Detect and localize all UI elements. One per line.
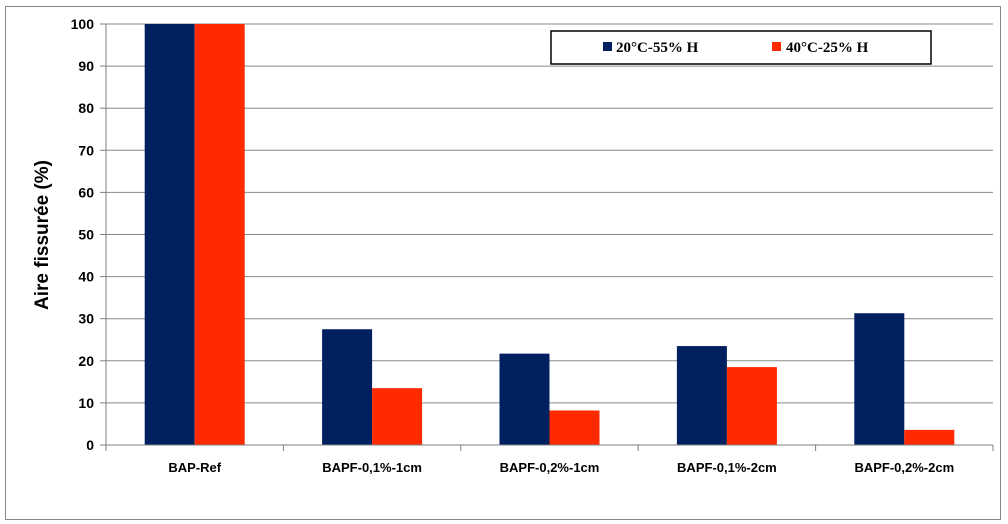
x-tick-label: BAPF-0,1%-2cm bbox=[677, 460, 777, 475]
legend-swatch bbox=[603, 42, 612, 51]
y-tick-label: 100 bbox=[71, 16, 95, 32]
bar-series-2 bbox=[726, 367, 777, 445]
y-tick-labels: 0 10 20 30 40 50 60 70 80 90 100 bbox=[71, 16, 95, 453]
y-tick-label: 20 bbox=[78, 353, 94, 369]
y-tick-label: 90 bbox=[78, 58, 94, 74]
y-tick-label: 10 bbox=[78, 395, 94, 411]
x-tick-labels: BAP-Ref BAPF-0,1%-1cm BAPF-0,2%-1cm BAPF-0,… bbox=[168, 460, 954, 475]
bar-series-2 bbox=[549, 410, 600, 445]
y-tick-label: 40 bbox=[78, 269, 94, 285]
legend-swatch bbox=[772, 42, 781, 51]
legend-label: 20°C-55% H bbox=[616, 40, 699, 56]
legend: 20°C-55% H 40°C-25% H bbox=[550, 30, 932, 65]
axes bbox=[100, 23, 994, 451]
bar-series-2 bbox=[194, 24, 245, 445]
x-tick-label: BAPF-0,2%-1cm bbox=[500, 460, 600, 475]
x-tick-label: BAPF-0,1%-1cm bbox=[322, 460, 422, 475]
y-tick-label: 30 bbox=[78, 311, 94, 327]
legend-label: 40°C-25% H bbox=[786, 40, 869, 56]
bar-series-2 bbox=[904, 429, 955, 445]
bar-series-1 bbox=[854, 313, 905, 445]
grid-lines bbox=[106, 23, 993, 404]
bar-series-1 bbox=[322, 329, 373, 445]
y-tick-label: 80 bbox=[78, 100, 94, 116]
bar-series-2 bbox=[372, 388, 423, 445]
y-tick-label: 0 bbox=[86, 437, 94, 453]
y-tick-label: 60 bbox=[78, 184, 94, 200]
bars bbox=[144, 24, 955, 445]
y-tick-label: 70 bbox=[78, 142, 94, 158]
x-tick-label: BAP-Ref bbox=[168, 460, 221, 475]
bar-series-1 bbox=[144, 24, 195, 445]
legend-box bbox=[550, 30, 932, 65]
bar-series-1 bbox=[676, 346, 727, 445]
y-tick-label: 50 bbox=[78, 227, 94, 243]
x-tick-label: BAPF-0,2%-2cm bbox=[854, 460, 954, 475]
y-axis-label: Aire fissurée (%) bbox=[32, 160, 53, 310]
bar-series-1 bbox=[499, 353, 550, 445]
